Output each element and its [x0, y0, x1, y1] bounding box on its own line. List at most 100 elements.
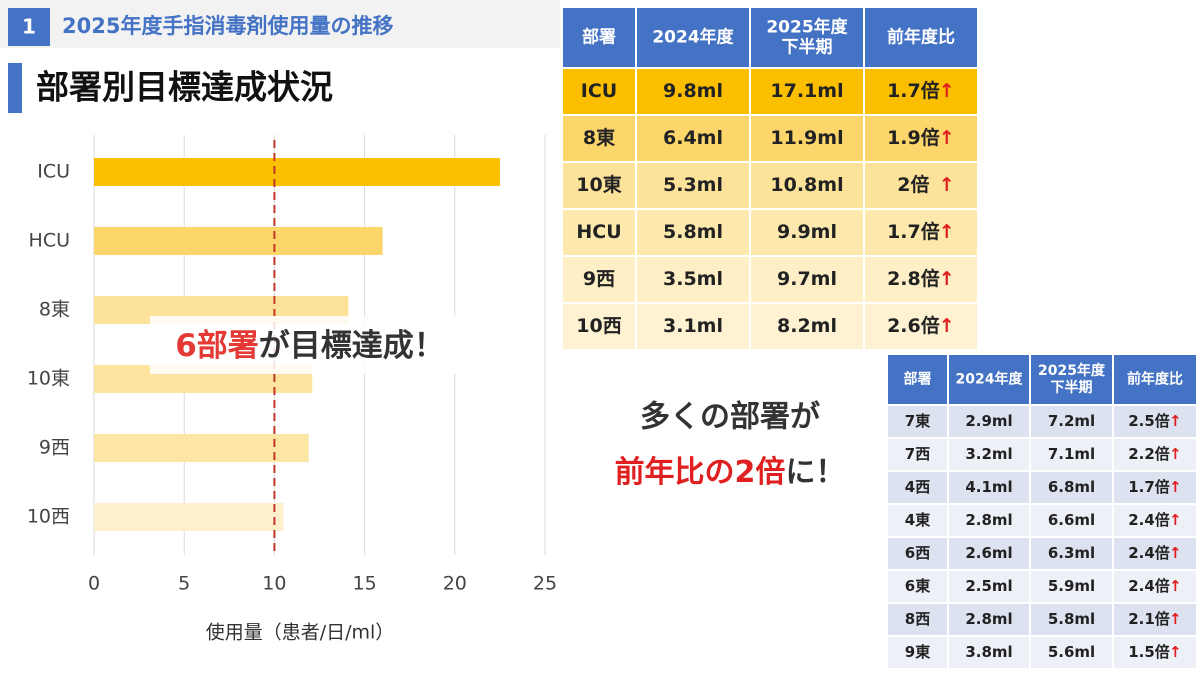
table-cell: [1031, 439, 1112, 470]
table-cell: [1114, 472, 1196, 503]
table-cell-text: 2.8倍: [887, 267, 940, 290]
table-header-cell: [888, 355, 947, 404]
table-cell-text: 2.4倍: [1128, 577, 1170, 595]
table-header-cell: [949, 355, 1029, 404]
table-cell: [888, 538, 947, 569]
table-cell-text: 3.1ml: [663, 315, 723, 337]
table-cell-text: 9東: [905, 643, 930, 661]
table-cell: [949, 571, 1029, 602]
annotation-box: [150, 316, 470, 374]
table-cell: [1031, 571, 1112, 602]
table-cell: [1031, 406, 1112, 437]
table-cell: [865, 163, 977, 208]
up-arrow: ↑: [939, 80, 955, 102]
header-band: [0, 0, 560, 48]
up-arrow: ↑: [939, 127, 955, 149]
table-cell: [637, 163, 749, 208]
annotation-highlight: 6部署: [175, 328, 259, 364]
table-cell: [751, 257, 863, 302]
table-cell: [888, 604, 947, 635]
table-cell-text: 1.9倍: [887, 126, 940, 149]
table-header-text: 2024年度: [956, 371, 1024, 388]
up-arrow: ↑: [1169, 445, 1182, 463]
table-cell: [949, 406, 1029, 437]
table-cell: [563, 304, 635, 349]
table-cell: [751, 116, 863, 161]
table-cell-text: 1.7倍: [1128, 478, 1170, 496]
table-cell-text: 1.7倍: [887, 79, 940, 102]
table-cell: [865, 210, 977, 255]
table-cell: [1031, 637, 1112, 668]
y-tick-label: HCU: [29, 230, 70, 252]
table-cell-text: 2.2倍: [1128, 445, 1170, 463]
table-cell: [637, 69, 749, 114]
table-cell-text: 11.9ml: [770, 127, 843, 149]
y-tick-label: 10西: [27, 506, 70, 528]
table-cell: [888, 472, 947, 503]
table-cell-text: 2.8ml: [965, 610, 1012, 628]
table-cell: [1114, 538, 1196, 569]
bar: [94, 503, 284, 531]
section-number: 1: [22, 15, 36, 39]
table-cell-text: 3.2ml: [965, 445, 1012, 463]
up-arrow: ↑: [939, 174, 955, 196]
table-header-text: 前年度比: [1127, 371, 1183, 388]
table-cell-text: HCU: [576, 221, 621, 243]
table-header-text: 部署: [904, 371, 932, 388]
table-cell: [888, 571, 947, 602]
table-cell-text: 10西: [576, 315, 621, 337]
table-cell: [888, 505, 947, 536]
table-cell: [751, 69, 863, 114]
y-tick-label: 10東: [27, 368, 70, 390]
table-cell: [1114, 637, 1196, 668]
table-cell: [1031, 472, 1112, 503]
table-cell-text: 6東: [905, 577, 930, 595]
table-cell: [865, 304, 977, 349]
table-header-text: 2025年度: [1038, 362, 1106, 379]
table-cell-text: 2.8ml: [965, 511, 1012, 529]
table-cell: [1114, 604, 1196, 635]
up-arrow: ↑: [939, 268, 955, 290]
table-cell-text: 9.8ml: [663, 80, 723, 102]
section-badge: [8, 8, 50, 46]
x-tick-label: 10: [262, 573, 286, 595]
callout-rest: に！: [785, 455, 845, 490]
y-tick-label: 8東: [39, 299, 70, 321]
annotation-text: が目標達成！: [259, 328, 445, 364]
annotation: 6部署が目標達成！: [175, 328, 445, 364]
x-axis-label: 使用量（患者/日/ml）: [206, 622, 395, 644]
table-cell-text: 5.8ml: [1048, 610, 1095, 628]
table-cell-text: 2.9ml: [965, 412, 1012, 430]
table-cell-text: 8.2ml: [777, 315, 837, 337]
table-cell-text: 6.4ml: [663, 127, 723, 149]
table-cell-text: 10東: [576, 173, 621, 196]
table-cell: [865, 257, 977, 302]
table-header-cell: [865, 8, 977, 67]
up-arrow: ↑: [1169, 643, 1182, 661]
up-arrow: ↑: [1169, 577, 1182, 595]
x-tick-label: 20: [443, 573, 467, 595]
table-header-text: 2025年度: [766, 17, 848, 38]
table-header-text: 部署: [582, 27, 616, 48]
table-header-text: 前年度比: [887, 27, 955, 48]
table-cell: [563, 69, 635, 114]
table-cell-text: 7東: [905, 412, 930, 430]
table-cell: [1114, 505, 1196, 536]
table-header-cell: [637, 8, 749, 67]
table-cell-text: 6.3ml: [1048, 544, 1095, 562]
up-arrow: ↑: [939, 221, 955, 243]
table-cell-text: 6.8ml: [1048, 478, 1095, 496]
subtitle-bar: [8, 63, 22, 113]
table-cell: [888, 406, 947, 437]
x-tick-label: 5: [178, 573, 190, 595]
table-cell: [563, 257, 635, 302]
table-cell-text: 9.7ml: [777, 268, 837, 290]
table-cell-text: 5.3ml: [663, 174, 723, 196]
table-cell: [751, 163, 863, 208]
table-cell-text: 2倍: [897, 173, 929, 196]
table-cell: [949, 637, 1029, 668]
table-cell: [751, 210, 863, 255]
table-header-text: 下半期: [1051, 379, 1093, 396]
